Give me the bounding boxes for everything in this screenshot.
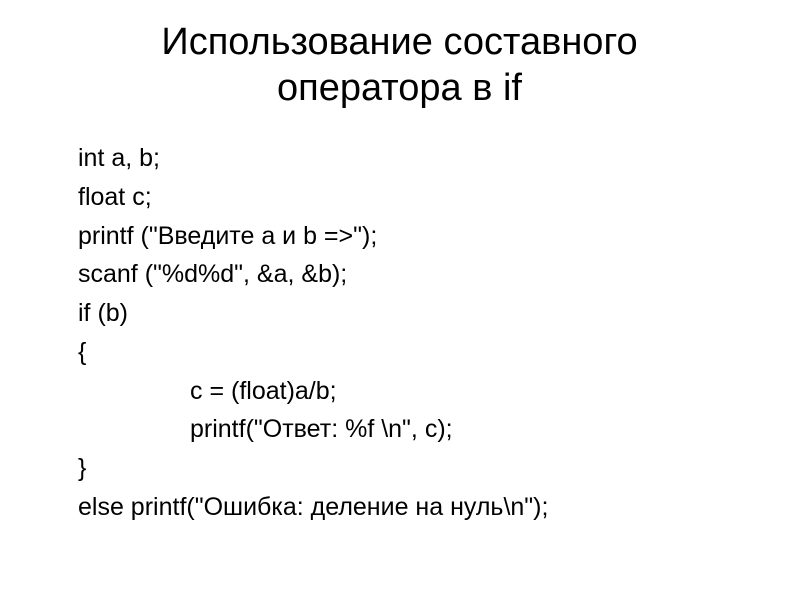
- code-line: else printf("Ошибка: деление на нуль\n")…: [78, 488, 729, 527]
- slide-title: Использование составного оператора в if: [70, 20, 729, 111]
- code-line: if (b): [78, 294, 729, 333]
- code-line: int a, b;: [78, 139, 729, 178]
- code-block: int a, b; float c; printf ("Введите a и …: [70, 139, 729, 527]
- code-line: }: [78, 449, 729, 488]
- code-line: printf ("Введите a и b =>");: [78, 217, 729, 256]
- code-line: float c;: [78, 178, 729, 217]
- code-line: printf("Ответ: %f \n", c);: [78, 410, 729, 449]
- code-line: {: [78, 333, 729, 372]
- code-line: scanf ("%d%d", &a, &b);: [78, 255, 729, 294]
- code-line: c = (float)a/b;: [78, 372, 729, 411]
